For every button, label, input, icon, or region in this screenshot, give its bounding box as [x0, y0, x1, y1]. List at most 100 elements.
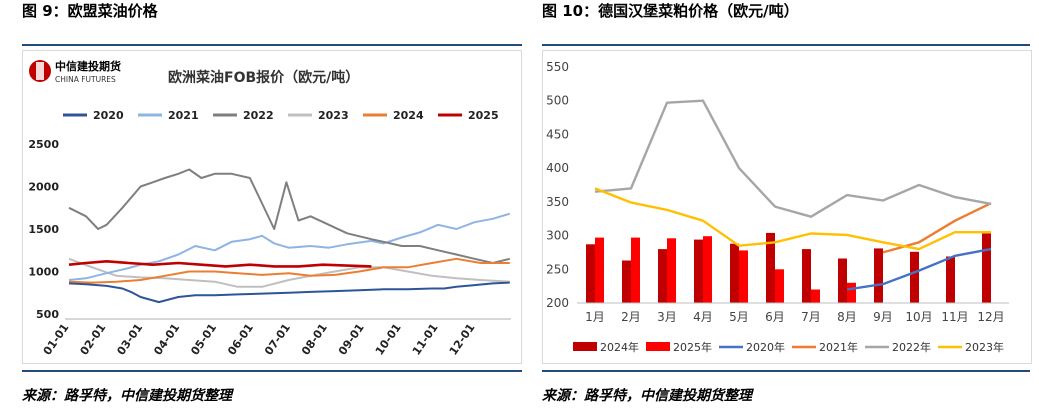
bar-2025年-8月 — [847, 282, 856, 303]
bar-2025年-3月 — [667, 238, 676, 303]
right-y-tick-label: 400 — [546, 161, 569, 175]
right-x-tick-label: 9月 — [873, 310, 893, 324]
legend-swatch-2024年 — [573, 342, 597, 351]
left-y-tick-label: 1500 — [28, 223, 59, 236]
bar-2024年-11月 — [946, 256, 955, 303]
right-source-note: 来源：路孚特，中信建投期货整理 — [542, 388, 752, 404]
left-x-tick-label: 02-01 — [78, 321, 109, 357]
legend-label-2025: 2025 — [468, 109, 499, 122]
right-source-rule — [542, 370, 1030, 372]
right-x-axis: 1月 2月 3月 4月 5月 6月 7月 8月 9月 10月 11月 12月 — [577, 302, 1009, 324]
right-legend: 2024年 2025年 2020年 2021年 2022年 2023年 — [573, 340, 1004, 354]
right-y-tick-label: 500 — [546, 94, 569, 108]
right-title-rule — [542, 44, 1030, 46]
bar-2025年-1月 — [595, 237, 604, 303]
bar-2024年-5月 — [730, 243, 739, 303]
right-y-tick-label: 300 — [546, 229, 569, 243]
legend-label-2022: 2022 — [243, 109, 274, 122]
left-x-tick-label: 11-01 — [410, 321, 441, 357]
right-x-tick-label: 1月 — [585, 310, 605, 324]
right-x-tick-label: 12月 — [977, 310, 1004, 324]
right-lines-group — [594, 99, 992, 291]
left-title-rule — [22, 44, 522, 46]
bar-2025年-6月 — [775, 269, 784, 303]
right-x-tick-label: 11月 — [941, 310, 968, 324]
right-x-tick-label: 8月 — [837, 310, 857, 324]
left-y-tick-label: 2000 — [28, 181, 59, 194]
legend-label-2020: 2020 — [93, 109, 124, 122]
bar-2024年-1月 — [586, 244, 595, 303]
bar-2024年-7月 — [802, 249, 811, 303]
series-line-2021 — [68, 212, 511, 281]
right-chart-svg: 200 250 300 350 400 450 500 550 1月 2月 3月 4月 5月 6月 7月 8… — [546, 60, 1009, 354]
bar-2024年-4月 — [694, 239, 703, 303]
line-2021年 — [882, 202, 992, 254]
legend-label-2020年: 2020年 — [746, 340, 785, 354]
right-y-axis: 200 250 300 350 400 450 500 550 — [546, 60, 569, 310]
right-figure-title: 图 10：德国汉堡菜粕价格（欧元/吨） — [542, 2, 799, 20]
legend-label-2021: 2021 — [168, 109, 199, 122]
right-x-tick-label: 6月 — [765, 310, 785, 324]
bar-2024年-2月 — [622, 260, 631, 303]
bar-2025年-4月 — [703, 236, 712, 303]
series-line-2022 — [68, 168, 511, 264]
bar-2024年-6月 — [766, 232, 775, 303]
left-x-tick-label: 04-01 — [151, 321, 182, 357]
bar-2024年-12月 — [982, 233, 991, 303]
bar-2024年-8月 — [838, 258, 847, 303]
left-x-tick-label: 10-01 — [373, 321, 404, 357]
left-x-tick-label: 09-01 — [336, 321, 367, 357]
right-chart-panel: 200 250 300 350 400 450 500 550 1月 2月 3月 4月 5月 6月 7月 8… — [542, 50, 1032, 364]
left-chart-title: 欧洲菜油FOB报价（欧元/吨） — [168, 69, 359, 86]
right-x-tick-label: 3月 — [657, 310, 677, 324]
right-bars-group — [586, 232, 991, 303]
right-x-tick-label: 2月 — [621, 310, 641, 324]
left-y-tick-label: 2500 — [28, 138, 59, 151]
bar-2024年-3月 — [658, 249, 667, 303]
left-source-rule — [22, 370, 522, 372]
legend-label-2023: 2023 — [318, 109, 349, 122]
left-legend: 2020 2021 2022 2023 2024 2025 — [63, 109, 499, 122]
left-x-tick-label: 03-01 — [114, 321, 145, 357]
left-x-tick-label: 01-01 — [41, 321, 72, 357]
bar-2025年-2月 — [631, 237, 640, 303]
series-line-2023 — [68, 257, 510, 288]
left-x-axis: 01-01 02-01 03-01 04-01 05-01 06-01 07-01 08-01… — [41, 318, 511, 358]
left-chart-svg: 中信建投期货 CHINA FUTURES 欧洲菜油FOB报价（欧元/吨） 202… — [28, 59, 511, 358]
left-x-tick-label: 05-01 — [188, 321, 219, 357]
bar-2024年-9月 — [874, 248, 883, 303]
bar-2025年-7月 — [811, 289, 820, 303]
series-line-2024 — [68, 257, 510, 284]
right-y-tick-label: 350 — [546, 195, 569, 209]
left-y-tick-label: 1000 — [28, 266, 59, 279]
legend-label-2024: 2024 — [393, 109, 424, 122]
left-y-tick-label: 500 — [36, 308, 59, 321]
right-y-tick-label: 200 — [546, 296, 569, 310]
left-x-tick-label: 12-01 — [447, 321, 478, 357]
right-y-tick-label: 450 — [546, 127, 569, 141]
right-y-tick-label: 250 — [546, 262, 569, 276]
left-x-tick-label: 06-01 — [225, 321, 256, 357]
left-x-tick-label: 07-01 — [262, 321, 293, 357]
logo-mark-bar — [36, 62, 44, 80]
left-x-tick-label: 08-01 — [299, 321, 330, 357]
right-x-tick-label: 10月 — [905, 310, 932, 324]
legend-label-2025年: 2025年 — [673, 340, 712, 354]
line-2023年 — [594, 187, 991, 251]
legend-label-2022年: 2022年 — [892, 340, 931, 354]
right-y-tick-label: 550 — [546, 60, 569, 74]
legend-label-2023年: 2023年 — [965, 340, 1004, 354]
right-x-tick-label: 7月 — [801, 310, 821, 324]
left-source-note: 来源：路孚特，中信建投期货整理 — [22, 388, 232, 404]
right-x-tick-label: 4月 — [693, 310, 713, 324]
logo: 中信建投期货 CHINA FUTURES — [29, 59, 121, 84]
bar-2024年-10月 — [910, 251, 919, 303]
left-chart-panel: 中信建投期货 CHINA FUTURES 欧洲菜油FOB报价（欧元/吨） 202… — [22, 50, 522, 364]
logo-text-en: CHINA FUTURES — [55, 75, 116, 84]
right-x-tick-label: 5月 — [729, 310, 749, 324]
line-2020年 — [846, 247, 992, 291]
legend-label-2021年: 2021年 — [819, 340, 858, 354]
left-y-axis: 500 1000 1500 2000 2500 — [28, 138, 59, 321]
legend-label-2024年: 2024年 — [600, 340, 639, 354]
legend-swatch-2025年 — [646, 342, 670, 351]
